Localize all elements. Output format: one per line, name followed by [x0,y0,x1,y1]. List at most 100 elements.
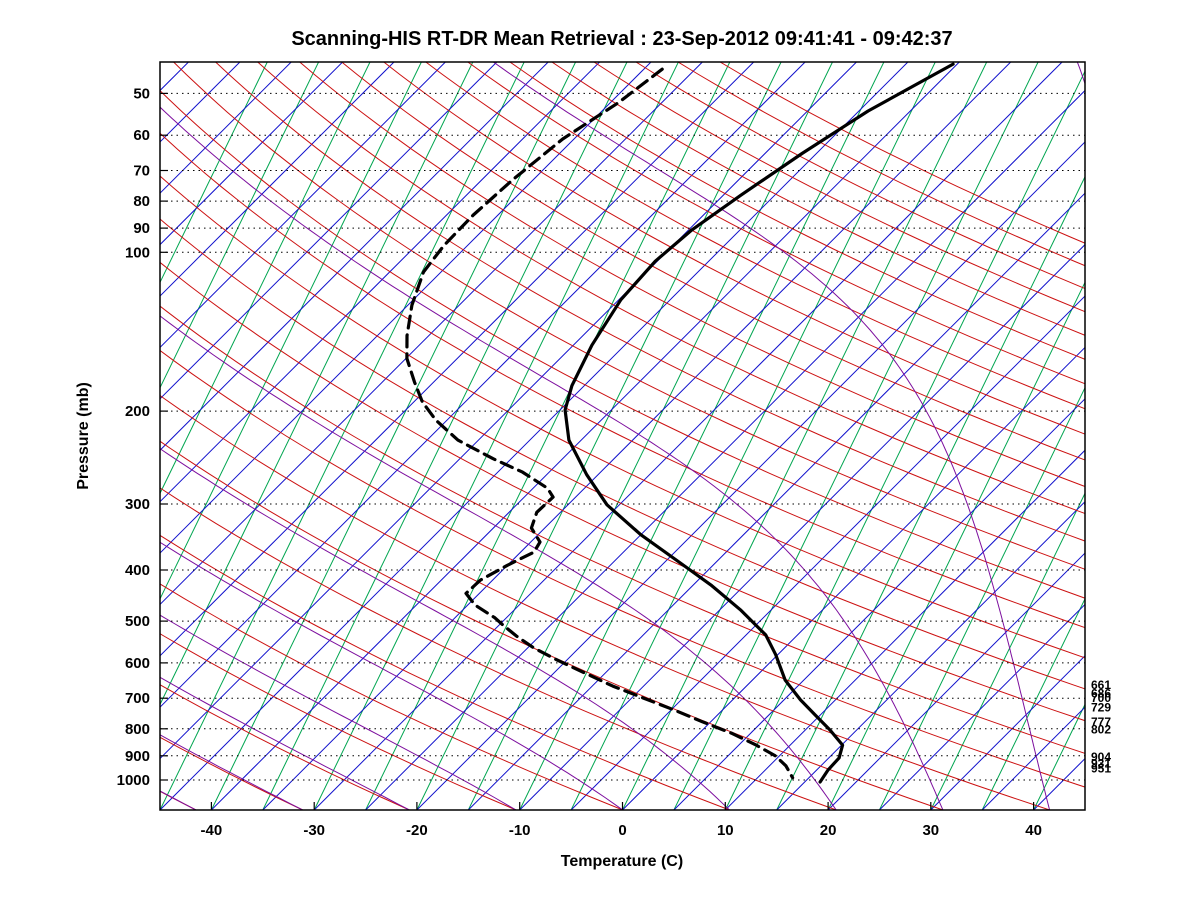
temperature-profile [563,62,955,784]
dewpoint-profile [405,67,795,780]
level-pressure-label: 777 [1091,715,1111,729]
x-axis-label: Temperature (C) [561,853,683,870]
mixing-ratio-line [313,62,679,810]
chart-title: Scanning-HIS RT-DR Mean Retrieval : 23-S… [291,28,952,50]
isotherm-line [211,62,960,810]
mixing-ratio-line [160,62,525,810]
dry-adiabat-line [160,89,1085,599]
sounding-profiles [405,62,955,784]
mixing-ratio-line [160,62,474,706]
background-lines [160,62,1085,810]
dry-adiabat-line [160,349,1085,788]
isotherm-line [160,62,446,349]
x-tick-label: 10 [717,822,734,839]
mixing-ratio-line [160,62,320,389]
moist-adiabat-line [160,106,944,810]
x-tick-label: -20 [406,822,428,839]
y-tick-label: 900 [125,748,150,765]
level-pressure-label: 661 [1091,678,1111,692]
x-tick-label: -10 [509,822,531,839]
y-tick-label: 200 [125,403,150,420]
dry-adiabat-line [341,62,1085,461]
dry-adiabat-line [160,261,1085,722]
moist-adiabat-line [160,676,410,810]
level-pressure-label: 802 [1091,722,1111,736]
dry-adiabat-line [677,62,1085,267]
isotherm-line [827,552,1085,810]
isotherm-line [673,398,1085,810]
moist-adiabat-line [160,315,837,810]
dry-adiabat-line [160,633,517,810]
dry-adiabat-line [160,487,837,810]
axis-ticks [160,92,1035,810]
moist-adiabat-line [1076,62,1085,86]
y-tick-label: 500 [125,613,150,630]
dry-adiabat-line [383,62,1085,435]
mixing-ratio-line [673,62,1039,810]
y-tick-label: 400 [125,562,150,579]
mixing-ratio-line [827,281,1085,810]
level-pressure-label: 700 [1091,691,1111,705]
isotherm-line [519,243,1085,810]
dry-adiabat-line [160,394,1050,810]
isotherm-line [776,500,1085,810]
isotherm-line [879,603,1085,810]
mixing-ratio-line [878,386,1085,810]
dry-adiabat-line [719,62,1085,244]
isotherm-line [160,62,652,554]
mixing-ratio-line [519,62,885,810]
dry-adiabat-line [551,62,1085,336]
pressure-tick-labels: 50 60 70 80 90 100 200 300 400 500 600 700 800 900 100… [117,85,150,789]
mixing-ratio-line [262,62,628,810]
mixing-ratio-line [622,62,988,810]
x-tick-label: 30 [922,822,939,839]
dry-adiabat-line [160,736,303,810]
isotherm-line [160,62,241,143]
isotherm-line [160,62,703,606]
y-tick-label: 50 [133,85,150,102]
y-tick-label: 600 [125,655,150,672]
x-tick-label: 0 [618,822,626,839]
x-tick-label: -30 [303,822,325,839]
y-tick-label: 70 [133,163,150,180]
dry-adiabat-line [593,62,1085,313]
isotherm-line [416,141,1085,810]
isotherm-line [160,62,498,400]
moist-adiabat-line [160,448,730,810]
isotherm-line [160,62,755,657]
isotherm-line [160,62,806,708]
isotherm-line [467,192,1085,810]
mixing-ratio-line [724,70,1085,810]
y-tick-label: 1000 [117,772,150,789]
mixing-ratio-line [365,62,731,810]
x-tick-label: -40 [201,822,223,839]
dry-adiabat-line [160,684,410,810]
moist-adiabat-line [160,734,303,810]
dry-adiabat-line [160,790,197,810]
isotherm-line [160,62,857,760]
isotherm-line [160,62,292,194]
level-pressure-label: 931 [1091,757,1111,771]
mixing-ratio-line [776,175,1085,810]
y-tick-label: 300 [125,496,150,513]
moist-adiabat-line [160,614,517,810]
mixing-ratio-line [930,492,1085,810]
isotherm-line [724,449,1085,810]
y-tick-label: 60 [133,127,150,144]
dry-adiabat-line [160,175,1085,659]
isotherm-line [160,62,909,810]
dry-adiabat-line [160,534,730,810]
isotherm-line [160,62,600,503]
isotherm-line [930,655,1085,810]
dry-adiabat-line [215,62,1085,542]
mixing-ratio-line [160,62,422,601]
dry-adiabat-line [257,62,1085,515]
level-pressure-label: 686 [1091,687,1111,701]
dry-adiabat-line [467,62,1085,385]
dry-adiabat-line [160,440,944,810]
isotherm-line [570,295,1085,810]
y-tick-label: 100 [125,244,150,261]
